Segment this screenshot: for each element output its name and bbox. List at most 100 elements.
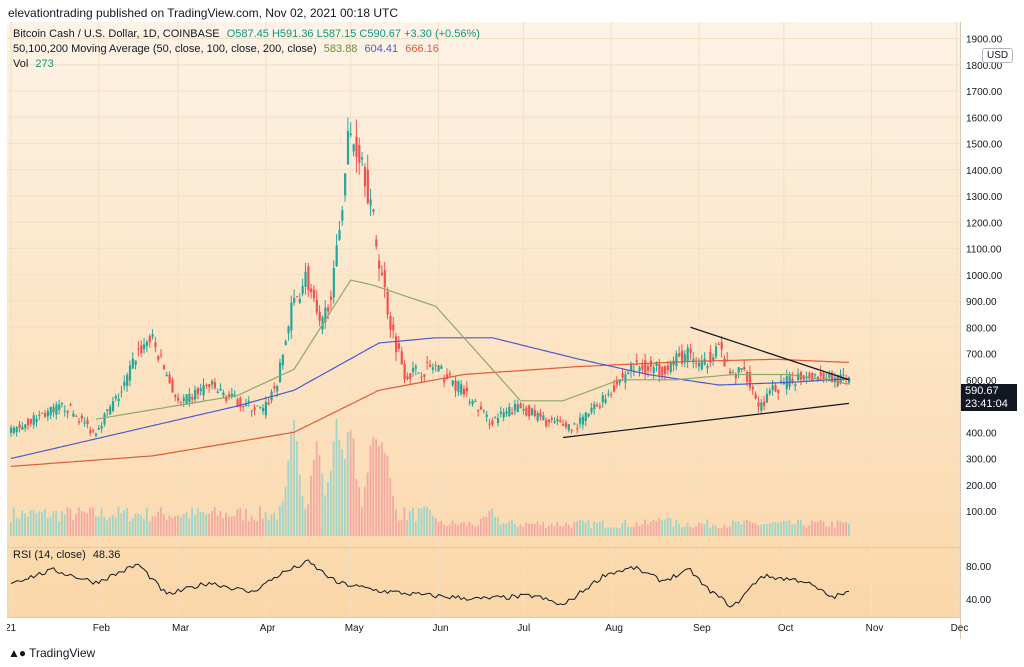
candle-body (109, 406, 112, 415)
candle-body (378, 260, 381, 269)
volume-bar (723, 524, 726, 536)
candle-body (780, 380, 783, 383)
price-axis-background (960, 22, 1015, 639)
volume-bar (304, 508, 307, 536)
candle-body (720, 341, 723, 350)
candle-body (440, 365, 443, 369)
candle-body (250, 410, 253, 412)
candle-body (822, 373, 825, 382)
candle-body (502, 412, 505, 418)
volume-bar (140, 515, 143, 536)
candle-body (154, 342, 157, 348)
time-tick-label: Dec (951, 623, 969, 634)
price-tick-label: 1200.00 (966, 218, 1003, 229)
candle-body (445, 374, 449, 380)
volume-bar (281, 501, 284, 536)
volume-bar (805, 527, 808, 536)
volume-bar (205, 513, 208, 536)
candle-body (737, 367, 740, 373)
candle-body (202, 384, 205, 396)
publisher-line: elevationtrading published on TradingVie… (8, 6, 399, 20)
volume-bar (26, 516, 29, 536)
candle-body (808, 373, 811, 379)
volume-bar (414, 521, 417, 536)
candle-body (545, 419, 548, 427)
candle-body (488, 423, 491, 425)
candle-body (75, 415, 78, 417)
volume-bar (567, 524, 570, 536)
candle-body (423, 374, 426, 377)
volume-bar (768, 523, 771, 536)
volume-bar (471, 524, 474, 536)
volume-bar (494, 516, 496, 536)
candle-body (607, 393, 610, 395)
volume-bar (412, 507, 414, 536)
volume-bar (227, 516, 230, 536)
triangle-upper-trendline (690, 326, 850, 381)
candle-body (646, 366, 650, 371)
volume-bar (814, 522, 816, 536)
candle-body (706, 366, 709, 369)
candle-body (680, 350, 684, 364)
volume-bar (621, 523, 624, 536)
volume-bar (287, 460, 290, 536)
volume-bar (106, 519, 109, 536)
volume-bar (332, 441, 335, 536)
price-tick-label: 200.00 (966, 481, 997, 492)
candle-body (451, 380, 454, 385)
candle-body (542, 415, 545, 421)
candle-body (709, 351, 712, 363)
candle-body (516, 404, 519, 413)
candle-body (194, 390, 197, 400)
candle-body (437, 365, 440, 372)
candle-body (465, 387, 469, 392)
volume-bar (746, 519, 748, 536)
volume-bar (598, 521, 601, 536)
volume-bar (802, 525, 805, 536)
volume-bar (680, 527, 683, 536)
candle-body (771, 385, 774, 390)
time-tick-label: Mar (172, 623, 190, 634)
candle-body (134, 360, 137, 366)
volume-bar (109, 517, 111, 536)
candle-body (836, 375, 839, 387)
candle-body (573, 423, 576, 425)
candle-body (103, 413, 106, 425)
volume-bar (848, 523, 850, 536)
volume-bar (703, 524, 706, 536)
candle-body (380, 272, 384, 275)
candle-body (797, 373, 800, 381)
volume-bar (431, 515, 434, 536)
volume-bar (165, 519, 168, 536)
volume-bar (842, 522, 845, 536)
candle-body (842, 374, 845, 376)
candle-body (675, 353, 678, 367)
chart-svg[interactable]: 100.00200.00300.00400.00500.00600.00700.… (7, 22, 1015, 639)
volume-bar (607, 527, 610, 536)
volume-bar (346, 432, 349, 536)
candle-body (644, 360, 647, 375)
volume-bar (519, 524, 522, 536)
candle-body (485, 414, 488, 417)
volume-bar (318, 455, 321, 536)
candle-body (35, 418, 38, 423)
currency-button[interactable]: USD (982, 48, 1014, 63)
candle-body (375, 239, 378, 247)
volume-bar (270, 514, 273, 536)
candle-body (349, 133, 352, 136)
time-tick-label: 21 (7, 623, 17, 634)
candle-body (777, 389, 780, 394)
candle-body (672, 360, 675, 366)
candle-body (454, 380, 457, 391)
volume-bar (128, 521, 131, 536)
price-tick-label: 1000.00 (966, 271, 1003, 282)
tradingview-brand[interactable]: ▲● TradingView (8, 646, 95, 660)
candle-body (678, 353, 681, 357)
candle-body (443, 377, 446, 383)
volume-bar (697, 522, 700, 536)
candle-body (137, 348, 140, 350)
chart-frame[interactable]: 100.00200.00300.00400.00500.00600.00700.… (7, 22, 1017, 639)
volume-bar (32, 510, 35, 536)
volume-bar (525, 522, 528, 536)
candle-body (38, 414, 41, 416)
